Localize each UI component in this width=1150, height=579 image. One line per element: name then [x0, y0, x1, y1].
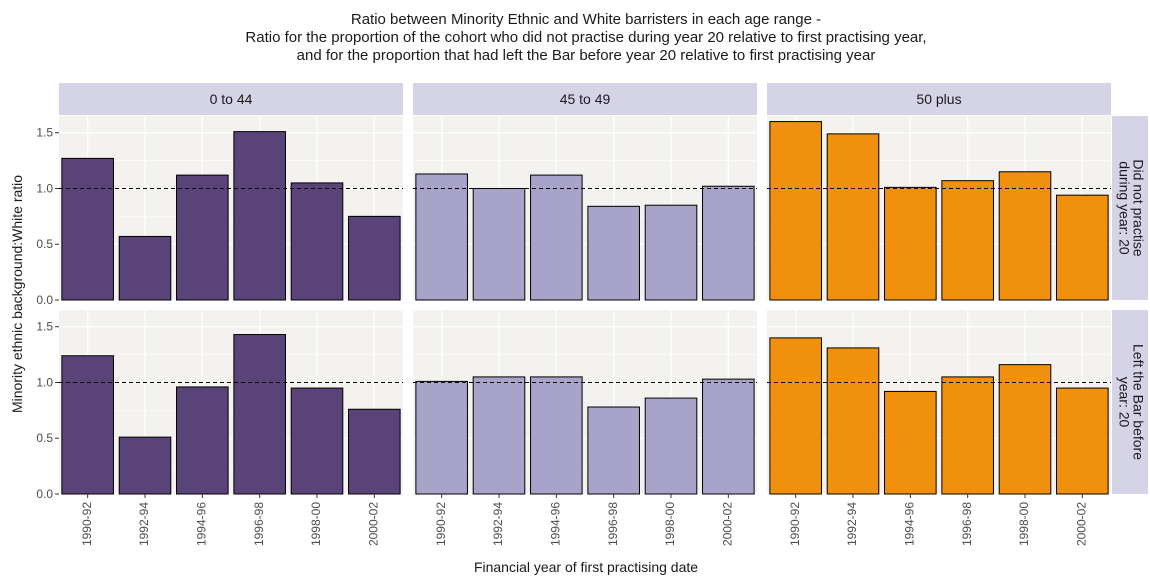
x-tick-label-1996-98: 1996-98 — [606, 502, 620, 546]
x-tick-label-1998-00: 1998-00 — [1017, 502, 1031, 546]
x-tick-label-1992-94: 1992-94 — [137, 502, 151, 546]
panel-r1-c0 — [59, 310, 403, 495]
bar-1992-94 — [826, 347, 880, 495]
row-strip-label-1-line-0: Left the Bar before — [1130, 344, 1146, 460]
x-tick-label-1994-96: 1994-96 — [195, 502, 209, 546]
panel-background — [59, 310, 403, 494]
bar-2000-02 — [1056, 387, 1109, 495]
x-tick-label-1996-98: 1996-98 — [960, 502, 974, 546]
column-strip-2 — [767, 83, 1111, 115]
bar-2000-02 — [348, 408, 401, 495]
bar-1994-96 — [884, 186, 937, 301]
bar-1990-92 — [415, 173, 468, 301]
row-strip-0 — [1112, 116, 1148, 300]
x-tick-label-1992-94: 1992-94 — [845, 502, 859, 546]
bar-1996-98 — [233, 131, 286, 301]
bar-2000-02 — [702, 185, 755, 301]
column-strip-0 — [59, 83, 403, 115]
bar-2000-02 — [348, 215, 401, 301]
bar-1992-94 — [472, 376, 526, 495]
bar-1990-92 — [769, 121, 822, 301]
bar-1992-94 — [826, 133, 880, 301]
y-tick-label-1.0: 1.0 — [36, 181, 53, 195]
y-tick-label-0.5: 0.5 — [36, 431, 53, 445]
bar-1998-00 — [998, 171, 1052, 301]
chart-title-line-3: and for the proportion that had left the… — [297, 47, 876, 64]
bar-1990-92 — [61, 355, 114, 495]
panel-r0-c0 — [59, 116, 403, 301]
bar-2000-02 — [702, 378, 755, 495]
bar-1992-94 — [472, 187, 526, 301]
row-strip-label-1-line-1: year: 20 — [1116, 377, 1132, 428]
y-tick-label-1.5: 1.5 — [36, 126, 53, 140]
bar-1996-98 — [941, 376, 994, 495]
bar-1992-94 — [118, 235, 172, 301]
chart-title-line-1: Ratio between Minority Ethnic and White … — [351, 11, 821, 28]
column-strip-label-2: 50 plus — [916, 91, 961, 107]
x-tick-label-1990-92: 1990-92 — [788, 502, 802, 546]
column-strip-label-1: 45 to 49 — [560, 91, 611, 107]
panel-background — [767, 310, 1111, 494]
bar-1998-00 — [998, 364, 1052, 495]
bar-1994-96 — [176, 174, 229, 301]
chart-title-line-2: Ratio for the proportion of the cohort w… — [245, 29, 926, 46]
x-tick-label-1994-96: 1994-96 — [549, 502, 563, 546]
x-tick-label-1994-96: 1994-96 — [903, 502, 917, 546]
x-tick-label-1992-94: 1992-94 — [491, 502, 505, 546]
bar-1990-92 — [61, 157, 114, 301]
y-tick-label-1.0: 1.0 — [36, 375, 53, 389]
x-tick-label-2000-02: 2000-02 — [1075, 502, 1089, 546]
x-tick-label-1998-00: 1998-00 — [309, 502, 323, 546]
bar-1998-00 — [644, 204, 698, 301]
bar-1994-96 — [530, 376, 583, 495]
bar-1998-00 — [290, 182, 344, 301]
bar-1998-00 — [290, 387, 344, 495]
bar-2000-02 — [1056, 194, 1109, 301]
column-strip-label-0: 0 to 44 — [210, 91, 253, 107]
panels-layer: 0 to 44 45 to 49 50 plus Did not practisedu… — [36, 83, 1148, 546]
panel-r1-c1 — [413, 310, 757, 495]
bar-1996-98 — [233, 334, 286, 495]
panel-background — [413, 116, 757, 300]
y-axis-label: Minority ethnic background:White ratio — [9, 175, 25, 413]
bar-1996-98 — [587, 406, 640, 495]
y-tick-label-0.0: 0.0 — [36, 293, 53, 307]
x-tick-label-1990-92: 1990-92 — [80, 502, 94, 546]
panel-r0-c2 — [767, 116, 1111, 301]
row-strip-label-0-line-0: Did not practise — [1130, 159, 1146, 256]
bar-1998-00 — [644, 397, 698, 495]
bar-1996-98 — [587, 205, 640, 301]
x-tick-label-1990-92: 1990-92 — [434, 502, 448, 546]
bar-1994-96 — [884, 390, 937, 495]
x-axis-label: Financial year of first practising date — [474, 559, 698, 575]
panel-r1-c2 — [767, 310, 1111, 495]
bar-1994-96 — [176, 386, 229, 495]
bar-1994-96 — [530, 174, 583, 301]
bar-1996-98 — [941, 180, 994, 301]
panel-background — [59, 116, 403, 300]
y-tick-label-0.0: 0.0 — [36, 487, 53, 501]
y-tick-label-1.5: 1.5 — [36, 320, 53, 334]
panel-background — [767, 116, 1111, 300]
x-tick-label-1998-00: 1998-00 — [663, 502, 677, 546]
panel-background — [413, 310, 757, 494]
row-strip-1 — [1112, 310, 1148, 494]
y-tick-label-0.5: 0.5 — [36, 237, 53, 251]
bar-1992-94 — [118, 436, 172, 495]
bar-1990-92 — [415, 380, 468, 495]
x-tick-label-2000-02: 2000-02 — [367, 502, 381, 546]
x-tick-label-2000-02: 2000-02 — [721, 502, 735, 546]
row-strip-label-0-line-1: during year: 20 — [1116, 161, 1132, 255]
panel-r0-c1 — [413, 116, 757, 301]
bar-1990-92 — [769, 337, 822, 495]
column-strip-1 — [413, 83, 757, 115]
x-tick-label-1996-98: 1996-98 — [252, 502, 266, 546]
